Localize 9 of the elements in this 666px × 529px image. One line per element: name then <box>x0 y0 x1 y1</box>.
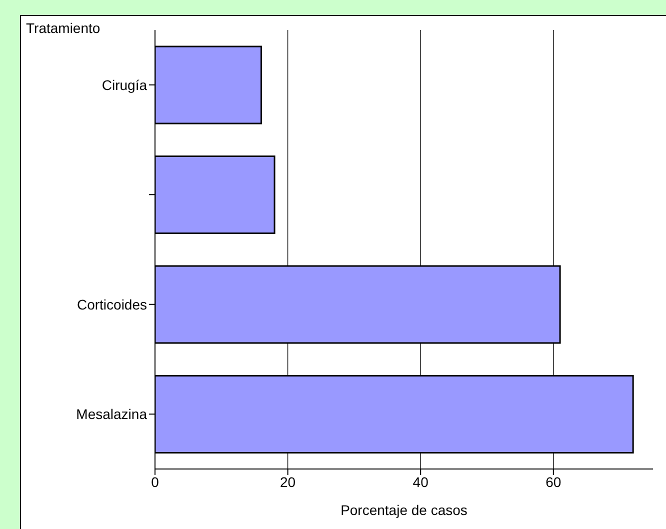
y-tick-label: Corticoides <box>76 296 147 312</box>
x-tick-label: 20 <box>280 474 296 490</box>
x-tick-label: 60 <box>546 474 562 490</box>
x-tick-label: 40 <box>412 474 429 490</box>
x-tick-label: 0 <box>151 474 160 490</box>
y-tick-label: Mesalazina <box>76 406 148 422</box>
y-axis-title: Tratamiento <box>26 20 100 36</box>
y-tick-label: Cirugía <box>102 76 148 93</box>
x-axis-title: Porcentaje de casos <box>340 502 468 518</box>
